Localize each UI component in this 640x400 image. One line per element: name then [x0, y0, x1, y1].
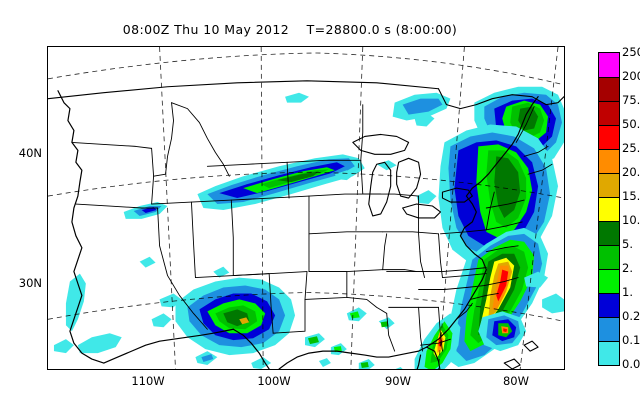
lat-lon-grid — [48, 47, 564, 369]
colorbar-tick-label-12: 0.10 — [622, 333, 640, 347]
precip-gulf-specks — [305, 333, 325, 348]
colorbar-tick-label-8: 5. — [622, 237, 633, 251]
colorbar — [598, 52, 620, 366]
precip-southwest-texas — [139, 256, 296, 369]
precipitation-field — [53, 86, 564, 369]
state-borders — [71, 102, 553, 352]
colorbar-band-2 — [599, 101, 619, 125]
map-plot-area — [47, 46, 565, 370]
colorbar-band-11 — [599, 317, 619, 341]
colorbar-band-3 — [599, 125, 619, 149]
great-lakes — [352, 133, 473, 219]
ytick-label-40n: 40N — [18, 146, 42, 160]
colorbar-band-10 — [599, 293, 619, 317]
colorbar-band-0 — [599, 53, 619, 77]
xtick-label-90w: 90W — [384, 374, 411, 388]
xtick-label-100w: 100W — [257, 374, 291, 388]
colorbar-tick-label-1: 200. — [622, 69, 640, 83]
colorbar-tick-label-0: 250. — [622, 45, 640, 59]
colorbar-tick-label-7: 10. — [622, 213, 640, 227]
xtick-label-80w: 80W — [502, 374, 529, 388]
precip-northwest — [123, 92, 397, 219]
figure-title: 08:00Z Thu 10 May 2012 T=28800.0 s (8:00… — [122, 22, 458, 37]
colorbar-band-12 — [599, 341, 619, 365]
map-canvas — [48, 47, 564, 369]
precip-california-coast — [53, 273, 122, 354]
colorbar-band-7 — [599, 221, 619, 245]
colorbar-tick-label-4: 25. — [622, 141, 640, 155]
precip-florida-offshore — [318, 271, 564, 369]
colorbar-band-9 — [599, 269, 619, 293]
colorbar-tick-label-5: 20. — [622, 165, 640, 179]
colorbar-band-1 — [599, 77, 619, 101]
colorbar-tick-label-13: 0.01 — [622, 357, 640, 371]
colorbar-band-8 — [599, 245, 619, 269]
colorbar-tick-label-3: 50. — [622, 117, 640, 131]
colorbar-tick-label-6: 15. — [622, 189, 640, 203]
colorbar-tick-label-9: 2. — [622, 261, 633, 275]
caribbean-islands — [503, 340, 539, 369]
colorbar-tick-label-11: 0.25 — [622, 309, 640, 323]
map-borders — [48, 80, 564, 369]
colorbar-band-4 — [599, 149, 619, 173]
colorbar-band-5 — [599, 173, 619, 197]
ytick-label-30n: 30N — [18, 276, 42, 290]
xtick-label-110w: 110W — [131, 374, 165, 388]
colorbar-band-6 — [599, 197, 619, 221]
colorbar-tick-label-2: 75. — [622, 93, 640, 107]
precip-appalachian-band — [414, 227, 549, 369]
colorbar-tick-label-10: 1. — [622, 285, 633, 299]
